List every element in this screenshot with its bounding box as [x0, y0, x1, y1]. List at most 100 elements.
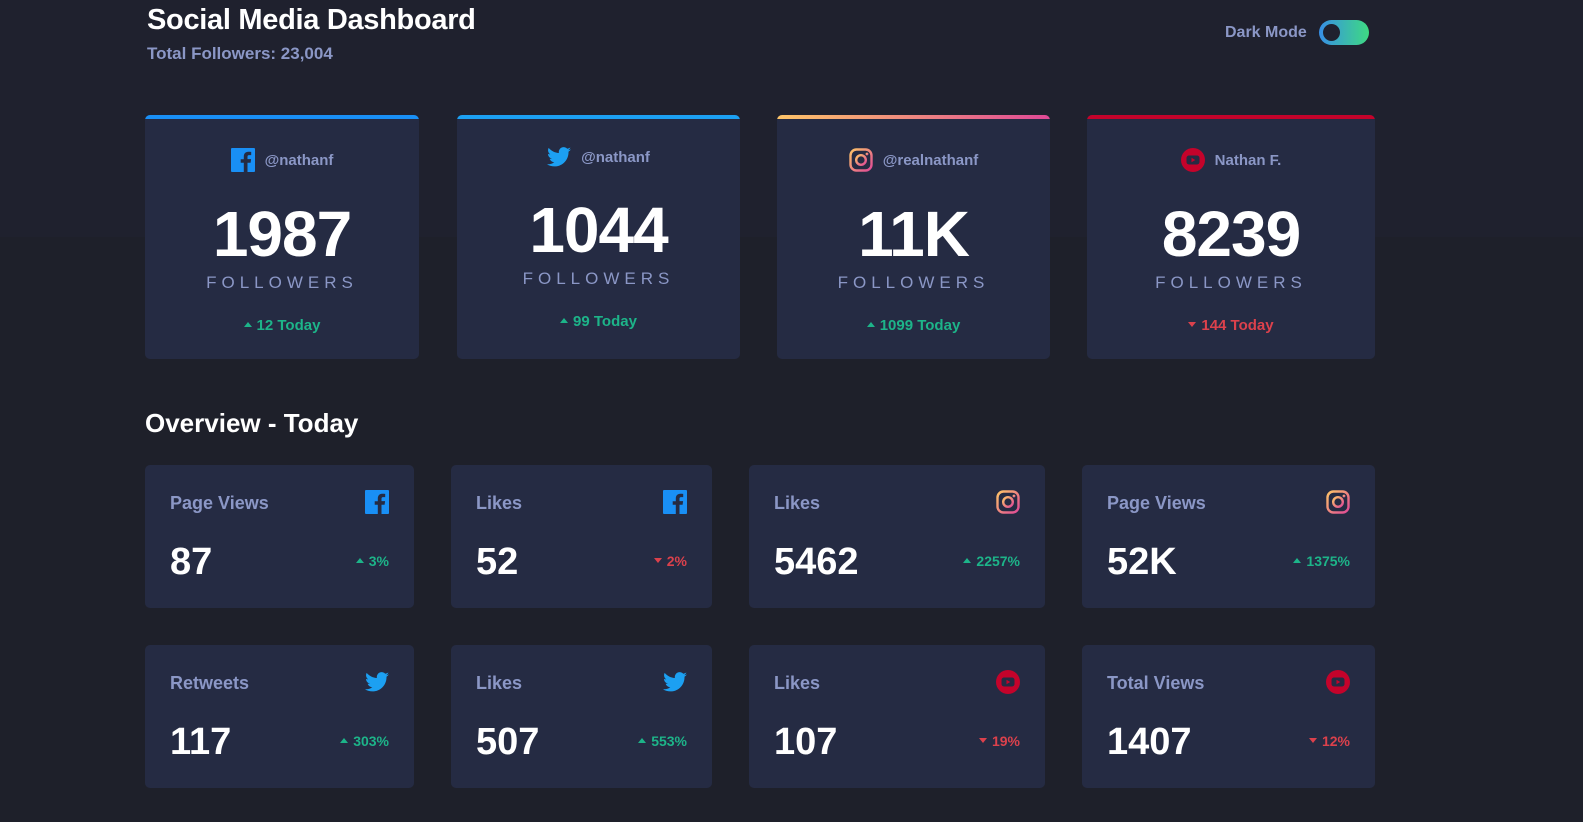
arrow-up-icon — [963, 557, 972, 563]
overview-label: Retweets — [170, 673, 250, 693]
today-change: 144 Today — [1087, 317, 1375, 334]
today-change: 12 Today — [145, 317, 419, 334]
follower-card-youtube[interactable]: Nathan F. 8239 FOLLOWERS 144 Today — [1087, 115, 1375, 359]
follower-card-twitter[interactable]: @nathanf 1044 FOLLOWERS 99 Today — [457, 115, 740, 359]
card-accent-bar — [457, 115, 740, 119]
page-header: Social Media Dashboard Total Followers: … — [147, 4, 476, 64]
twitter-icon — [365, 672, 389, 692]
follower-card-instagram[interactable]: @realnathanf 11K FOLLOWERS 1099 Today — [777, 115, 1050, 359]
card-handle-row: @realnathanf — [777, 148, 1050, 172]
follower-count: 1987 — [212, 198, 352, 270]
youtube-icon — [1181, 148, 1205, 172]
twitter-icon — [663, 672, 687, 692]
overview-percent: 12% — [1308, 733, 1350, 749]
overview-percent: 2257% — [963, 553, 1020, 569]
percent-text: 553% — [651, 733, 687, 749]
facebook-icon — [365, 490, 389, 514]
facebook-icon — [231, 148, 255, 172]
toggle-knob — [1322, 24, 1340, 41]
overview-percent: 2% — [653, 553, 687, 569]
card-accent-bar — [777, 115, 1050, 119]
overview-label: Likes — [476, 673, 523, 693]
overview-label: Likes — [774, 673, 821, 693]
follower-count: 11K — [858, 198, 970, 270]
twitter-icon — [547, 147, 571, 167]
overview-value: 87 — [170, 541, 213, 583]
arrow-up-icon — [243, 321, 252, 327]
overview-label: Likes — [774, 493, 821, 513]
today-change-text: 144 Today — [1201, 317, 1274, 334]
youtube-icon — [1326, 670, 1350, 694]
overview-card[interactable]: Likes 107 19% — [749, 645, 1045, 788]
follower-count: 1044 — [529, 194, 668, 266]
overview-percent: 19% — [978, 733, 1020, 749]
overview-label: Likes — [476, 493, 523, 513]
followers-label: FOLLOWERS — [206, 273, 358, 292]
facebook-icon — [663, 490, 687, 514]
card-handle-row: Nathan F. — [1087, 148, 1375, 172]
percent-text: 303% — [353, 733, 389, 749]
follower-card-facebook[interactable]: @nathanf 1987 FOLLOWERS 12 Today — [145, 115, 419, 359]
overview-card[interactable]: Page Views 87 3% — [145, 465, 414, 608]
overview-card[interactable]: Total Views 1407 12% — [1082, 645, 1375, 788]
arrow-up-icon — [560, 317, 569, 323]
overview-value: 52K — [1107, 541, 1177, 583]
card-handle: Nathan F. — [1214, 151, 1282, 169]
today-change: 99 Today — [457, 313, 740, 330]
dark-mode-label: Dark Mode — [1225, 23, 1307, 41]
card-accent-bar — [1087, 115, 1375, 119]
percent-text: 2% — [666, 553, 687, 569]
overview-percent: 553% — [638, 733, 687, 749]
followers-label: FOLLOWERS — [1155, 273, 1307, 292]
arrow-down-icon — [978, 737, 987, 743]
followers-label: FOLLOWERS — [522, 269, 675, 288]
overview-card[interactable]: Likes 52 2% — [451, 465, 712, 608]
overview-percent: 3% — [355, 553, 389, 569]
instagram-icon — [849, 148, 873, 172]
overview-title: Overview - Today — [145, 408, 359, 438]
card-handle: @realnathanf — [882, 151, 979, 169]
overview-card[interactable]: Likes 507 553% — [451, 645, 712, 788]
youtube-icon — [996, 670, 1020, 694]
overview-value: 52 — [476, 541, 519, 583]
overview-card[interactable]: Page Views 52K 1375% — [1082, 465, 1375, 608]
today-change-text: 12 Today — [256, 317, 321, 334]
arrow-up-icon — [866, 321, 875, 327]
dark-mode-control: Dark Mode — [1225, 20, 1369, 45]
arrow-down-icon — [1188, 321, 1197, 327]
overview-label: Page Views — [1107, 493, 1206, 513]
today-change: 1099 Today — [777, 317, 1050, 334]
percent-text: 3% — [368, 553, 389, 569]
arrow-down-icon — [653, 557, 662, 563]
instagram-icon — [996, 490, 1020, 514]
card-handle-row: @nathanf — [145, 148, 419, 172]
follower-count: 8239 — [1161, 198, 1301, 270]
dark-mode-toggle[interactable] — [1318, 20, 1369, 45]
card-handle: @nathanf — [264, 151, 334, 169]
overview-percent: 303% — [340, 733, 389, 749]
overview-percent: 1375% — [1293, 553, 1350, 569]
card-handle: @nathanf — [581, 148, 650, 166]
overview-card[interactable]: Retweets 117 303% — [145, 645, 414, 788]
arrow-down-icon — [1308, 737, 1317, 743]
overview-card[interactable]: Likes 5462 2257% — [749, 465, 1045, 608]
percent-text: 1375% — [1306, 553, 1350, 569]
total-followers: Total Followers: 23,004 — [147, 44, 333, 63]
today-change-text: 1099 Today — [879, 317, 961, 334]
arrow-up-icon — [355, 557, 364, 563]
overview-value: 507 — [476, 721, 540, 763]
overview-value: 1407 — [1107, 721, 1192, 763]
percent-text: 19% — [991, 733, 1020, 749]
instagram-icon — [1326, 490, 1350, 514]
overview-value: 117 — [170, 721, 232, 763]
overview-value: 107 — [774, 721, 838, 763]
percent-text: 12% — [1321, 733, 1350, 749]
page-title: Social Media Dashboard — [147, 4, 476, 36]
card-handle-row: @nathanf — [457, 147, 740, 167]
followers-label: FOLLOWERS — [837, 273, 990, 292]
arrow-up-icon — [340, 737, 349, 743]
arrow-up-icon — [638, 737, 647, 743]
overview-label: Total Views — [1107, 673, 1205, 693]
overview-value: 5462 — [774, 541, 859, 583]
percent-text: 2257% — [976, 553, 1020, 569]
